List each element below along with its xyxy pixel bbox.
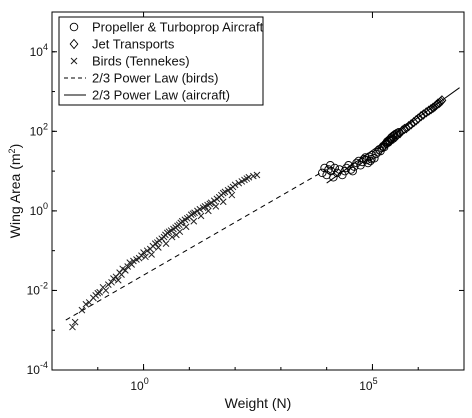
y-axis-title-sup: 2	[7, 148, 17, 153]
jet-point	[416, 111, 426, 122]
legend-marker-circle	[69, 22, 79, 32]
y-axis-ticks: 10-410-2100102104105	[27, 11, 464, 377]
bird-point	[207, 199, 215, 207]
jet-point	[428, 102, 438, 114]
bird-point	[82, 300, 90, 308]
bird-point	[104, 281, 112, 288]
bird-point	[197, 212, 205, 220]
legend: Propeller & Turboprop Aircraft Jet Transp…	[58, 16, 264, 106]
bird-point	[219, 198, 227, 206]
aircraft-point	[330, 163, 339, 173]
jet-point	[397, 125, 407, 136]
bird-point	[151, 240, 159, 248]
data-points	[69, 95, 447, 331]
legend-label: Jet Transports	[92, 37, 175, 52]
jet-point	[387, 134, 396, 145]
legend-box	[58, 16, 264, 106]
jet-point	[413, 113, 423, 124]
bird-point	[142, 253, 149, 261]
x-tick-label: 105	[359, 376, 377, 393]
jet-point	[392, 129, 402, 141]
aircraft-point	[346, 165, 356, 174]
bird-point	[231, 181, 239, 189]
bird-point	[212, 203, 220, 210]
legend-label: 2/3 Power Law (aircraft)	[92, 88, 230, 103]
aircraft-point	[388, 132, 398, 141]
y-axis-title-end: )	[7, 144, 23, 149]
bird-point	[245, 173, 253, 181]
jet-point	[400, 123, 409, 135]
legend-marker-cross	[70, 57, 78, 65]
y-tick-label: 102	[30, 121, 48, 138]
bird-point	[221, 188, 229, 196]
bird-point	[138, 252, 145, 259]
legend-marker-diamond	[69, 38, 79, 50]
jet-point	[419, 109, 428, 120]
bird-point	[235, 179, 243, 187]
jet-point	[411, 115, 421, 126]
bird-point	[124, 263, 132, 270]
legend-label: 2/3 Power Law (birds)	[92, 71, 218, 86]
bird-point	[102, 287, 110, 294]
jet-point	[424, 105, 434, 116]
y-axis-title: Wing Area (m2)	[7, 144, 23, 239]
legend-label: Birds (Tennekes)	[92, 54, 190, 69]
bird-point	[168, 233, 176, 241]
bird-point	[253, 171, 261, 179]
plot-frame	[51, 11, 465, 371]
bird-point	[69, 323, 76, 331]
bird-point	[148, 251, 155, 258]
aircraft-point	[352, 158, 361, 168]
aircraft-point	[317, 168, 327, 178]
bird-point	[121, 266, 129, 274]
bird-point	[154, 244, 162, 251]
bird-point	[162, 240, 170, 248]
bird-point	[140, 249, 147, 256]
legend-label: Propeller & Turboprop Aircraft	[92, 20, 264, 35]
bird-point	[96, 288, 104, 296]
jet-point	[426, 104, 436, 115]
y-tick-label: 10-4	[27, 360, 48, 377]
x-axis-ticks: 100 105	[51, 12, 465, 393]
y-tick-label: 104	[30, 42, 48, 59]
bird-point	[204, 207, 212, 215]
aircraft-point	[326, 161, 335, 170]
x-tick-label: 100	[130, 376, 148, 393]
y-tick-label: 100	[30, 201, 48, 218]
jet-point	[389, 133, 399, 144]
jet-point	[437, 95, 447, 106]
bird-point	[114, 276, 122, 284]
jet-point	[406, 119, 416, 130]
bird-point	[228, 191, 236, 199]
bird-point	[94, 289, 102, 297]
aircraft-point	[354, 156, 363, 166]
bird-point	[165, 228, 173, 236]
jet-point	[433, 98, 443, 109]
bird-point	[71, 318, 79, 326]
aircraft-point	[344, 161, 353, 170]
y-tick-label: 10-2	[27, 280, 48, 297]
aircraft-point	[348, 166, 357, 176]
bird-point	[182, 223, 190, 231]
bird-point	[190, 217, 198, 225]
bird-point	[176, 228, 184, 236]
jet-point	[381, 138, 391, 149]
jet-point	[404, 120, 414, 132]
aircraft-point	[324, 165, 333, 174]
bird-point	[108, 278, 115, 286]
aircraft-point	[371, 149, 381, 159]
bird-point	[249, 172, 257, 180]
bird-point	[196, 205, 204, 213]
y-axis-title-main: Wing Area (m	[7, 153, 23, 238]
x-axis-title: Weight (N)	[225, 395, 292, 411]
bird-point	[78, 306, 86, 314]
